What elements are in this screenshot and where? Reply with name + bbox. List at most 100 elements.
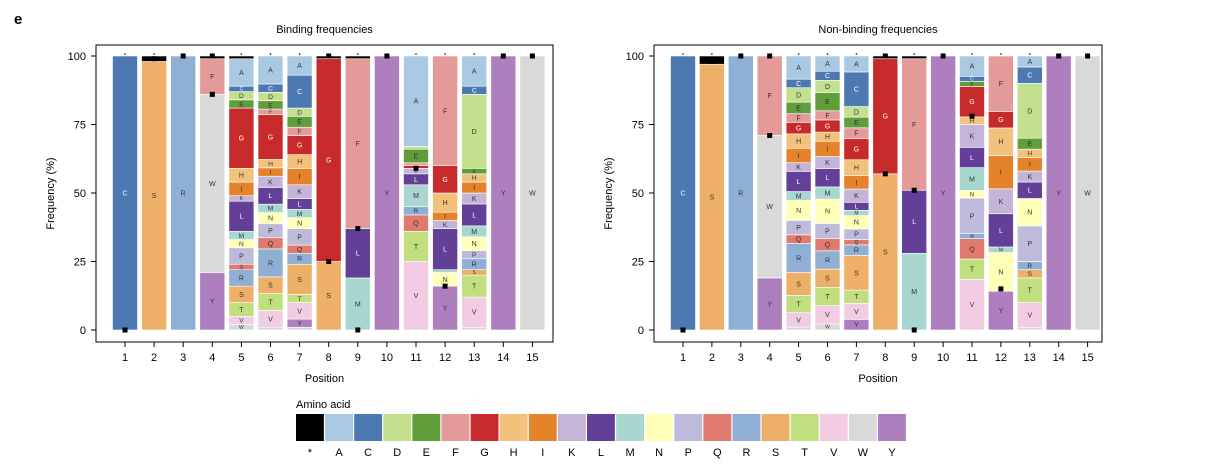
legend-item-L: L [587, 414, 615, 459]
segment-label: L [999, 228, 1003, 235]
legend-label: I [541, 447, 544, 459]
segment-label: K [240, 196, 244, 202]
legend-item-E: E [412, 414, 441, 459]
segment-label: Y [854, 322, 859, 329]
marker-square [709, 58, 715, 64]
segment-label: N [268, 216, 273, 223]
segment-label: G [969, 99, 974, 106]
top-dot [711, 53, 713, 55]
segment-label: T [239, 307, 244, 314]
bar-segment-W [785, 326, 812, 331]
marker-square [326, 259, 332, 264]
segment-label: A [1027, 59, 1032, 66]
segment-label: W [529, 190, 536, 197]
segment-label: F [999, 81, 1003, 88]
segment-label: S [710, 195, 715, 202]
top-dot [240, 53, 243, 55]
bar-position-8: SG [872, 53, 899, 331]
segment-label: K [414, 169, 418, 175]
segment-label: T [854, 294, 859, 301]
segment-label: V [796, 317, 801, 324]
segment-label: A [825, 61, 830, 68]
segment-label: K [825, 160, 830, 167]
segment-label: Y [999, 308, 1004, 315]
x-tick-label: 1 [122, 352, 128, 364]
segment-label: N [443, 277, 448, 284]
segment-label: K [854, 193, 859, 200]
segment-label: F [825, 113, 829, 120]
x-tick-label: 10 [381, 352, 393, 364]
y-tick-label: 100 [68, 51, 86, 63]
segment-label: M [268, 206, 274, 213]
bar-segment-V [959, 278, 985, 331]
legend-label: L [598, 447, 604, 459]
bar-segment-Y [199, 272, 226, 331]
legend-label: H [510, 447, 518, 459]
top-dot [1000, 53, 1002, 55]
segment-label: V [472, 310, 477, 317]
bar-position-10: Y [930, 53, 956, 331]
segment-label: C [1027, 73, 1032, 80]
segment-label: W [1084, 190, 1091, 197]
y-tick-label: 75 [74, 120, 86, 132]
x-tick-label: 7 [853, 352, 859, 364]
legend-item-stop: * [296, 414, 324, 459]
bar-segment-P [959, 197, 985, 234]
segment-label: I [855, 180, 857, 187]
bar-segment-Y [1045, 55, 1072, 331]
legend-swatch [819, 414, 848, 441]
segment-label: M [355, 301, 361, 308]
bar-segment-V [1016, 302, 1043, 328]
legend-swatch [470, 414, 499, 441]
segment-label: P [297, 234, 302, 241]
bar-segment-P [1016, 225, 1043, 262]
legend-swatch [587, 414, 615, 441]
top-dot [1029, 53, 1031, 55]
segment-label: P [268, 228, 273, 235]
bar-segment-G [872, 58, 899, 175]
segment-label: Y [1056, 190, 1061, 197]
legend-item-S: S [761, 414, 790, 459]
bar-position-12: Y N L KIH G F [432, 53, 458, 331]
segment-label: H [825, 134, 830, 141]
marker-square [911, 187, 917, 193]
top-dot [913, 53, 915, 55]
legend-label: P [685, 447, 692, 459]
segment-label: F [768, 93, 772, 100]
segment-label: V [1027, 312, 1032, 319]
legend-swatch [732, 414, 761, 441]
segment-label: N [297, 221, 302, 228]
legend-item-K: K [557, 414, 586, 459]
segment-label: Q [825, 242, 831, 249]
bar-segment-W [1074, 55, 1101, 331]
x-tick-label: 12 [439, 352, 451, 364]
segment-label: H [796, 139, 801, 146]
segment-label: W [766, 204, 773, 211]
segment-label: C [472, 88, 477, 95]
bar-segment-L [432, 228, 458, 271]
segment-label: L [443, 247, 447, 254]
legend-item-P: P [674, 414, 703, 459]
marker-square [326, 53, 332, 59]
segment-label: W [209, 181, 216, 188]
legend-item-Q: Q [703, 414, 732, 459]
bar-segment-C [670, 55, 696, 331]
segment-label: Q [854, 240, 858, 246]
segment-label: C [122, 190, 127, 197]
segment-label: T [970, 267, 975, 274]
segment-label: S [883, 249, 888, 256]
segment-label: I [240, 186, 242, 193]
segment-label: S [854, 270, 859, 277]
legend-title: Amino acid [296, 399, 350, 411]
segment-label: N [239, 241, 244, 248]
bar-segment-F [403, 162, 429, 166]
segment-label: N [854, 220, 859, 227]
bar-position-1: C [670, 53, 696, 331]
segment-label: S [268, 283, 273, 290]
segment-label: D [796, 92, 801, 99]
top-dot [298, 53, 301, 55]
legend-label: A [335, 447, 343, 459]
